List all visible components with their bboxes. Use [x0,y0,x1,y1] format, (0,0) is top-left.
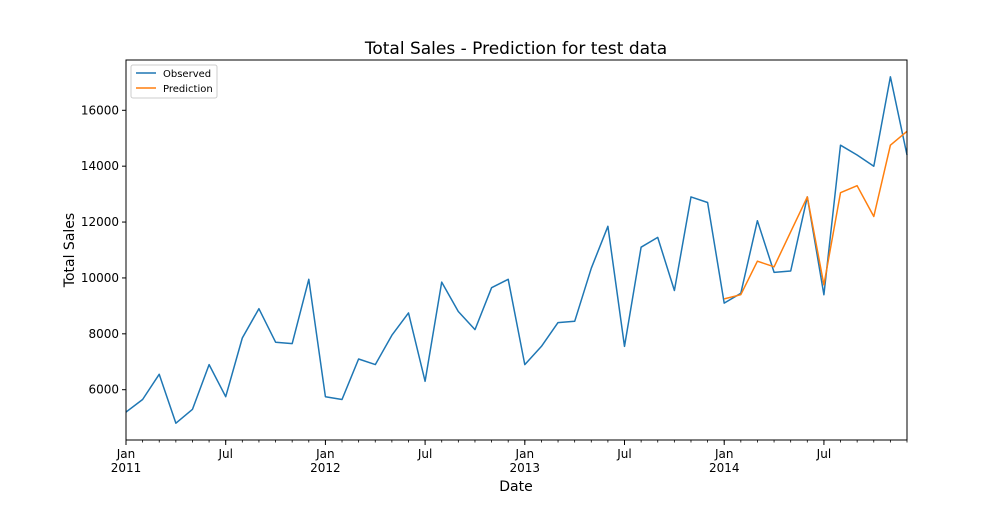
y-axis-title: Total Sales [62,213,78,288]
x-tick-label: Jul [616,447,631,461]
x-tick-label: Jul [217,447,232,461]
y-tick-label: 10000 [81,271,119,285]
legend-label-prediction: Prediction [163,84,213,95]
x-tick-label: Jan [315,447,335,461]
x-tick-label: Jul [816,447,831,461]
legend-label-observed: Observed [163,69,211,80]
x-tick-label: Jan [714,447,734,461]
x-tick-label: Jul [417,447,432,461]
x-tick-year-label: 2013 [510,461,541,475]
y-tick-label: 16000 [81,103,119,117]
series-line-observed [125,76,908,424]
y-tick-label: 14000 [81,159,119,173]
y-tick-label: 6000 [88,383,119,397]
y-tick-label: 8000 [88,327,119,341]
series-line-prediction [724,130,908,300]
y-axis: 6000 8000 10000 12000 14000 16000 [81,103,126,397]
chart-title: Total Sales - Prediction for test data [364,39,667,59]
y-tick-label: 12000 [81,215,119,229]
x-tick-year-label: 2012 [310,461,341,475]
x-tick-year-label: 2014 [709,461,740,475]
x-tick-label: Jan [116,447,136,461]
series-layer [125,76,908,424]
plot-frame [125,59,908,441]
x-axis-title: Date [499,479,532,495]
legend: Observed Prediction [130,64,218,99]
x-tick-year-label: 2011 [111,461,142,475]
x-tick-label: Jan [515,447,535,461]
